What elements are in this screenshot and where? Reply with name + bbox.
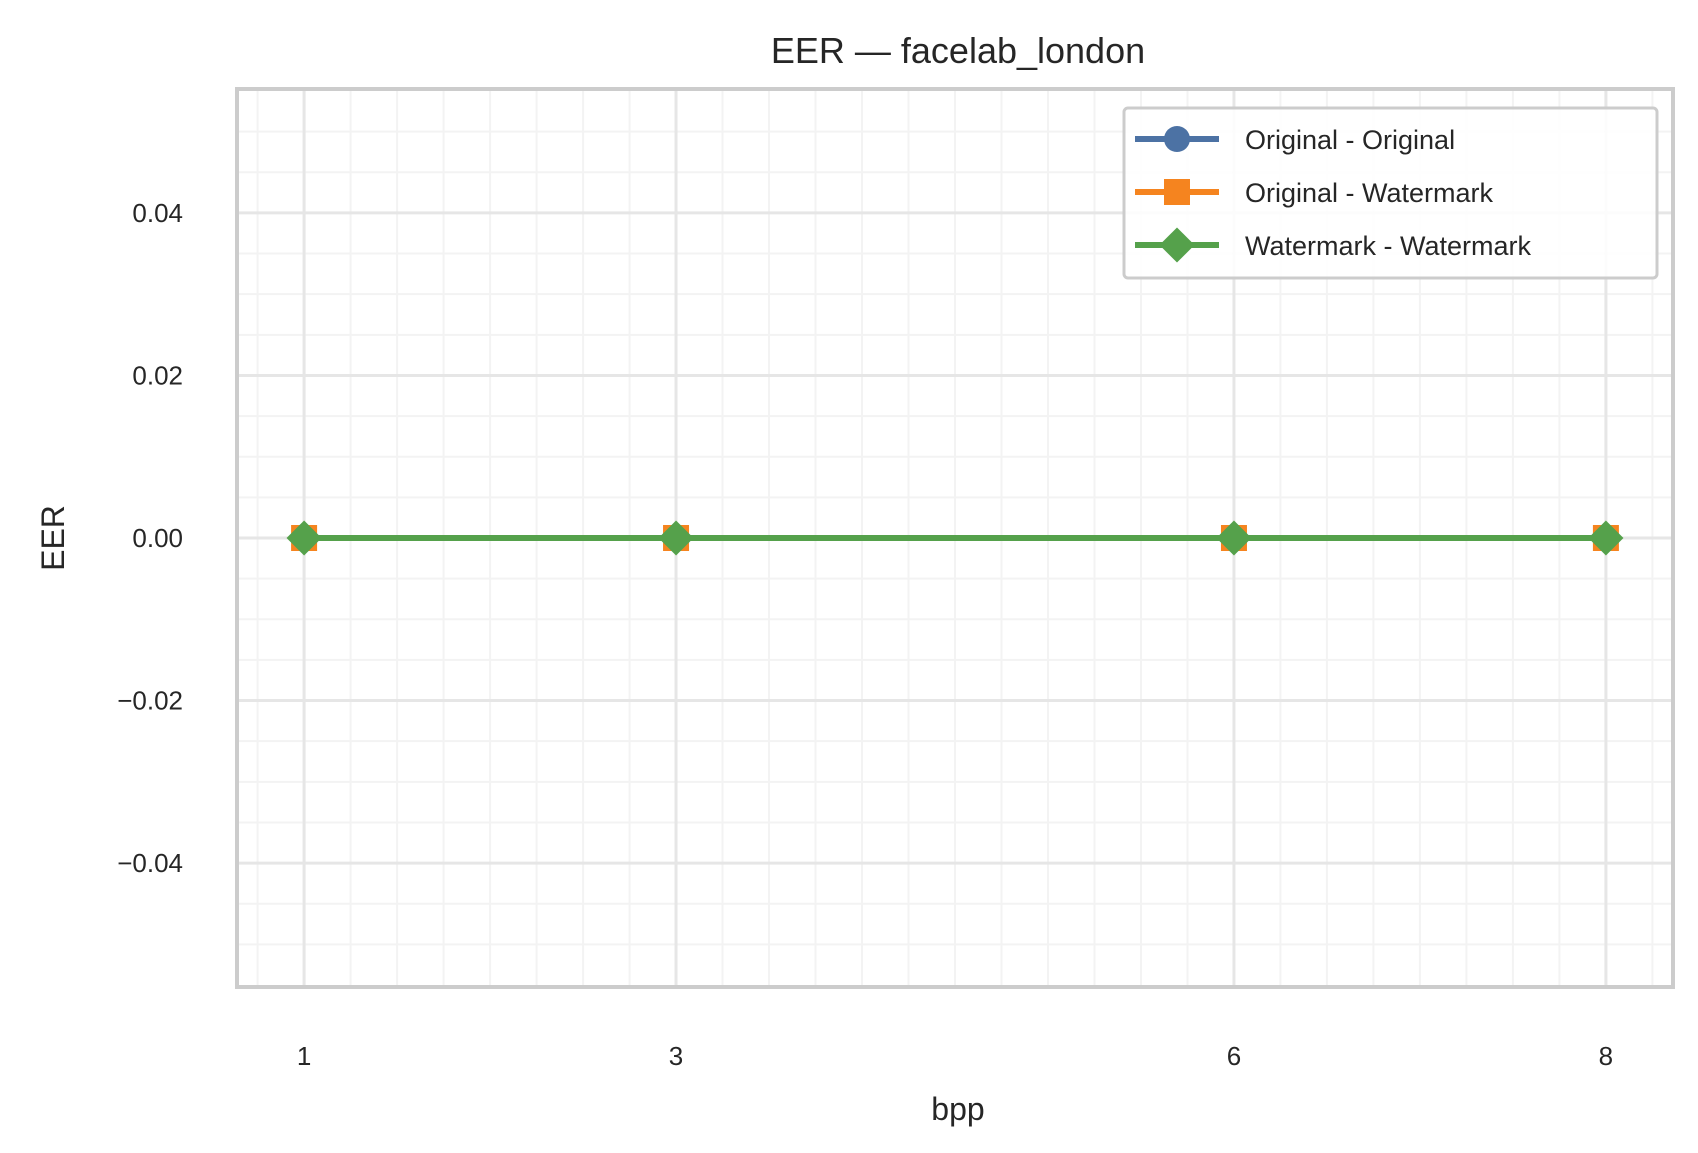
legend-item: Original - Original	[1135, 125, 1455, 155]
legend-label: Original - Original	[1245, 125, 1455, 155]
legend-item: Watermark - Watermark	[1135, 227, 1532, 263]
series-3	[286, 520, 1624, 556]
y-axis-ticks: −0.04 −0.02 0.00 0.02 0.04	[117, 198, 183, 878]
legend-frame	[1122, 106, 1659, 280]
x-tick-label: 3	[669, 1041, 683, 1071]
x-axis-ticks: 1 3 6 8	[297, 1041, 1613, 1071]
plot-frame	[235, 87, 1675, 989]
data-point	[286, 520, 322, 556]
legend-label: Original - Watermark	[1245, 178, 1494, 208]
legend: Original - Original Original - Watermark W…	[1122, 106, 1659, 280]
data-point	[1216, 520, 1252, 556]
y-tick-label: 0.02	[132, 360, 183, 390]
y-axis-label: EER	[35, 505, 71, 571]
legend-marker	[1164, 179, 1190, 205]
x-axis-label: bpp	[931, 1091, 984, 1127]
x-tick-label: 6	[1227, 1041, 1241, 1071]
legend-item: Original - Watermark	[1135, 178, 1494, 208]
y-tick-label: −0.04	[117, 848, 183, 878]
data-point	[658, 520, 694, 556]
data-point	[1588, 520, 1624, 556]
series-layer	[286, 520, 1624, 556]
chart-title: EER — facelab_london	[771, 30, 1145, 71]
legend-marker	[1159, 227, 1195, 263]
legend-marker	[1164, 126, 1190, 152]
y-tick-label: 0.04	[132, 198, 183, 228]
x-tick-label: 1	[297, 1041, 311, 1071]
legend-label: Watermark - Watermark	[1245, 231, 1532, 261]
y-tick-label: 0.00	[132, 523, 183, 553]
x-tick-label: 8	[1599, 1041, 1613, 1071]
y-tick-label: −0.02	[117, 686, 183, 716]
